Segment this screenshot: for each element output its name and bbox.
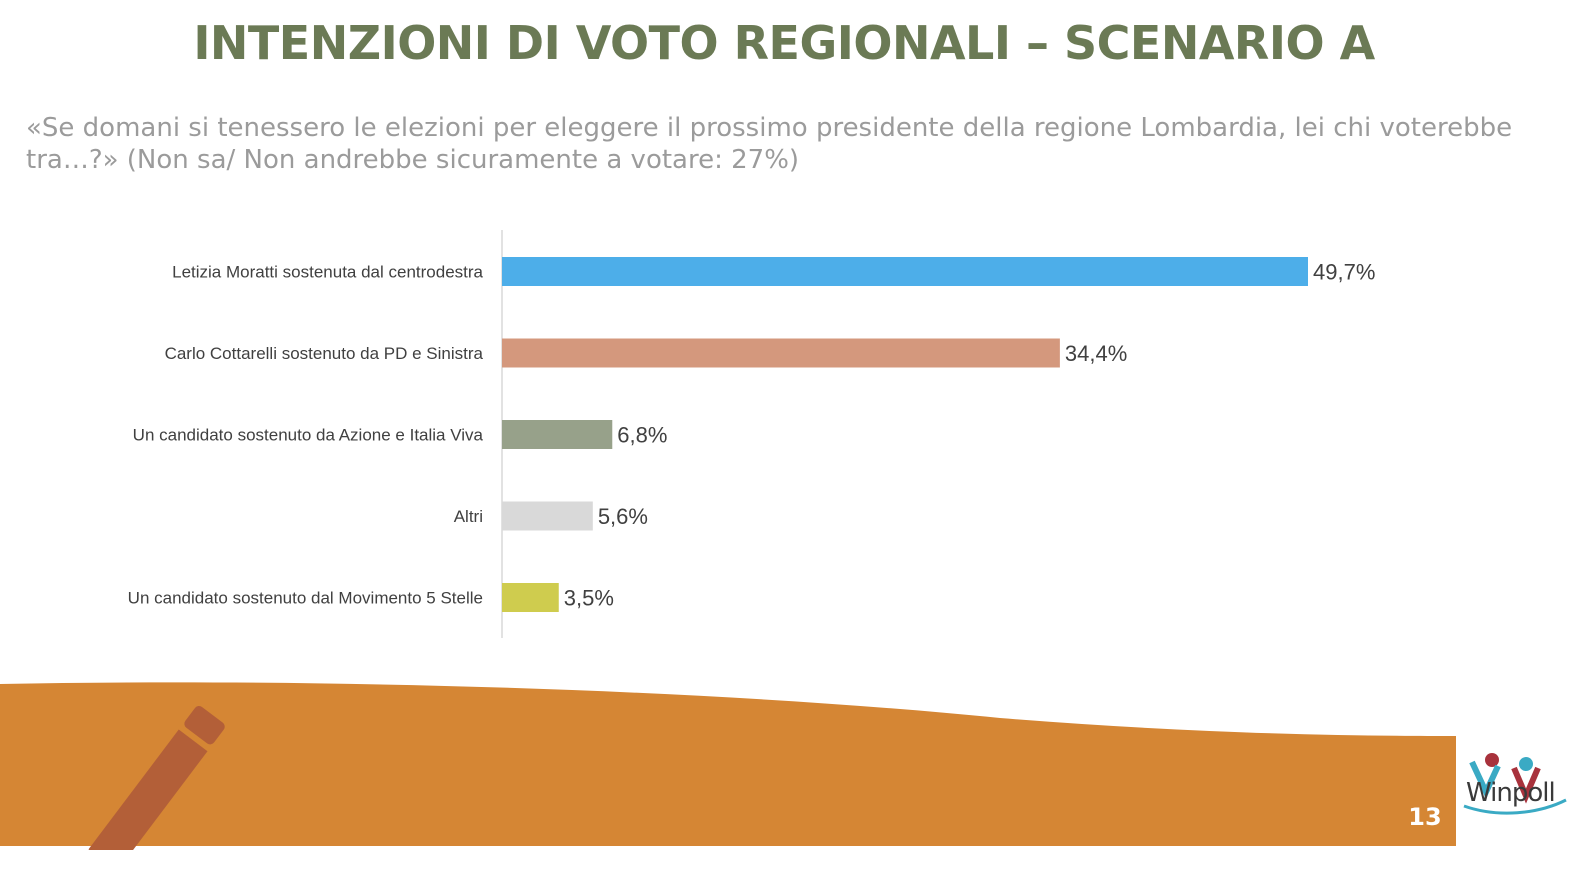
bar <box>502 420 613 449</box>
winpoll-logo <box>1463 753 1567 815</box>
category-label: Carlo Cottarelli sostenuto da PD e Sinis… <box>165 344 484 363</box>
category-label: Letizia Moratti sostenuta dal centrodest… <box>172 263 483 282</box>
pencil-icon <box>88 706 225 850</box>
bar <box>502 501 593 531</box>
data-label: 49,7% <box>1313 260 1375 285</box>
data-label: 3,5% <box>564 586 614 611</box>
page-title: INTENZIONI DI VOTO REGIONALI – SCENARIO … <box>193 16 1375 70</box>
page-number: 13 <box>1408 803 1442 831</box>
category-label: Un candidato sostenuto dal Movimento 5 S… <box>128 589 483 608</box>
logo-text: Winpoll <box>1466 778 1556 808</box>
survey-question: «Se domani si tenessero le elezioni per … <box>26 113 1513 175</box>
data-label: 34,4% <box>1065 341 1127 366</box>
data-label: 6,8% <box>617 423 667 448</box>
bar-chart: Letizia Moratti sostenuta dal centrodest… <box>128 230 1375 638</box>
bar <box>502 583 559 612</box>
category-label: Altri <box>454 507 483 526</box>
category-label: Un candidato sostenuto da Azione e Itali… <box>133 426 484 445</box>
bar <box>502 257 1308 286</box>
bar <box>502 338 1060 368</box>
footer-band <box>0 682 1456 850</box>
data-label: 5,6% <box>598 504 648 529</box>
